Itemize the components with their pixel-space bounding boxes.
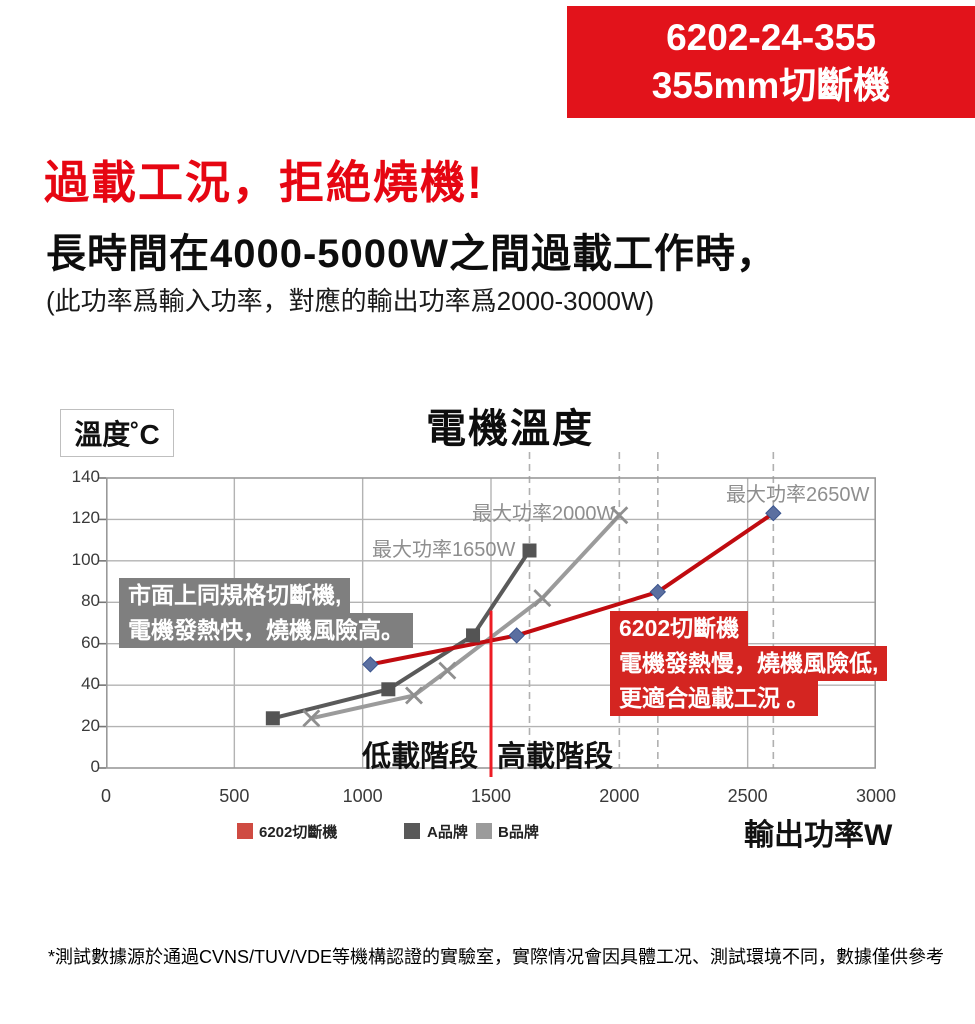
model-number: 6202-24-355	[666, 17, 876, 58]
annotation-max-power-1650: 最大功率1650W	[372, 539, 516, 561]
y-tick-label: 100	[71, 549, 100, 569]
callout-6202-line3: 更適合過載工況 。	[610, 681, 819, 716]
annotation-max-power-2650: 最大功率2650W	[726, 484, 870, 506]
y-tick-label: 80	[81, 591, 100, 611]
headline-subtitle: 長時間在4000-5000W之間過載工作時，	[46, 232, 778, 276]
y-tick-label: 120	[71, 508, 100, 528]
callout-competitors: 市面上同規格切斷機, 電機發熱快，燒機風險高。	[119, 578, 413, 648]
x-tick-label: 0	[100, 786, 111, 806]
stage-label-low: 低載階段	[362, 741, 479, 773]
callout-6202-line2: 電機發熱慢，燒機風險低,	[610, 646, 888, 681]
x-tick-label: 1000	[342, 786, 383, 806]
legend-swatch-6202	[237, 823, 253, 839]
stage-label-high: 高載階段	[497, 741, 614, 773]
callout-competitors-line1: 市面上同規格切斷機,	[119, 578, 351, 613]
callout-competitors-line2: 電機發熱快，燒機風險高。	[119, 613, 413, 648]
x-axis-title: 輸出功率W	[744, 819, 893, 852]
chart-title: 電機溫度	[426, 407, 594, 451]
headline-note: (此功率爲輸入功率，對應的輸出功率爲2000-3000W)	[46, 286, 655, 316]
x-tick-label: 2000	[599, 786, 640, 806]
x-tick-label: 1500	[470, 786, 512, 806]
footer-note: *測試數據源於通過CVNS/TUV/VDE等機構認證的實驗室，實際情况會因具體工…	[48, 947, 945, 967]
y-tick-label: 20	[81, 715, 100, 735]
x-tick-label: 3000	[855, 786, 897, 806]
legend-label-brand-b: B品牌	[498, 824, 539, 841]
legend-swatch-brand-a	[404, 823, 420, 839]
legend-label-6202: 6202切斷機	[259, 824, 338, 841]
headline-title: 過載工況，拒絶燒機!	[44, 157, 484, 208]
legend-label-brand-a: A品牌	[427, 824, 468, 841]
y-tick-label: 0	[90, 757, 100, 776]
product-name: 355mm切斷機	[651, 65, 891, 106]
model-banner: 6202-24-355 355mm切斷機	[567, 6, 975, 118]
callout-6202-line1: 6202切斷機	[610, 611, 749, 646]
y-tick-label: 60	[81, 632, 100, 652]
x-tick-label: 2500	[727, 786, 768, 806]
callout-6202: 6202切斷機 電機發熱慢，燒機風險低, 更適合過載工況 。	[610, 611, 888, 716]
y-axis-unit-box: 溫度˚C	[60, 409, 174, 457]
y-tick-label: 140	[71, 467, 100, 486]
y-tick-label: 40	[81, 674, 100, 694]
x-tick-label: 500	[219, 786, 250, 806]
annotation-max-power-2000: 最大功率2000W	[472, 503, 616, 525]
legend-swatch-brand-b	[476, 823, 492, 839]
